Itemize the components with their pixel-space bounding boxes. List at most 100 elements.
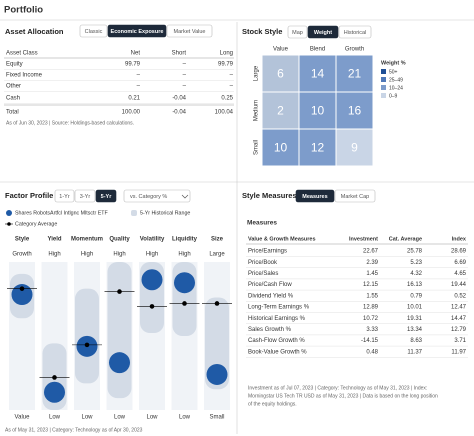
row-label: Medium: [254, 100, 260, 121]
factor-top: High: [113, 252, 125, 258]
column-header: Index: [452, 236, 467, 242]
table-cell: 10.01: [407, 305, 423, 311]
table-cell: Price/Sales: [248, 271, 278, 277]
factor-top: High: [48, 252, 60, 258]
table-cell: 99.79: [218, 62, 234, 68]
table-cell: -0.04: [172, 110, 186, 116]
tab-label[interactable]: Market Value: [174, 29, 206, 35]
tab-label[interactable]: Map: [292, 30, 303, 36]
tab-label[interactable]: 3-Yr: [80, 194, 91, 200]
table-cell: Cash: [6, 96, 20, 102]
legend-label: 50+: [389, 69, 398, 75]
table-cell: 11.37: [407, 349, 422, 355]
table-cell: 0.79: [410, 293, 422, 299]
table-cell: –: [137, 84, 141, 90]
category-dot: [19, 286, 25, 291]
column-header: Net: [131, 51, 141, 57]
column-label: Growth: [345, 47, 364, 53]
tab-label[interactable]: Classic: [85, 29, 103, 35]
fund-dot: [44, 381, 65, 403]
factor-name: Size: [211, 237, 224, 243]
tab-label[interactable]: Market Cap: [341, 194, 369, 200]
table-cell: Price/Book: [248, 260, 278, 266]
note: of the equity holdings.: [248, 401, 297, 407]
tab-label[interactable]: Measures: [302, 194, 327, 200]
tab[interactable]: [74, 189, 96, 203]
fund-dot: [174, 272, 195, 294]
tab[interactable]: [338, 25, 372, 39]
factor-bottom: Low: [81, 415, 93, 421]
table-cell: 1.55: [366, 293, 378, 299]
table-cell: 28.69: [451, 249, 467, 255]
table-cell: -14.15: [361, 338, 379, 344]
factor-bottom: Low: [49, 415, 61, 421]
tab-label[interactable]: 5-Yr: [101, 194, 113, 200]
table-cell: 19.31: [407, 316, 423, 322]
factor-top: Large: [209, 252, 225, 258]
legend-category: [7, 222, 11, 226]
category-dot: [149, 304, 155, 309]
category-dot: [52, 375, 57, 380]
table-cell: -0.04: [172, 96, 186, 102]
fund-dot: [141, 269, 163, 291]
table-cell: 0.21: [128, 96, 140, 102]
table-cell: 1.45: [366, 271, 378, 277]
table-cell: Price/Cash Flow: [248, 282, 292, 288]
style-cell: [335, 91, 374, 130]
section-title: Stock Style: [242, 27, 282, 36]
tab-label[interactable]: Economic Exposure: [111, 29, 164, 35]
note: As of Jun 30, 2023 | Source: Holdings-ba…: [6, 120, 134, 126]
tab[interactable]: [54, 189, 75, 203]
tab[interactable]: [107, 24, 167, 38]
cell-value: 10: [274, 141, 288, 155]
table-cell: Long-Term Earnings %: [248, 305, 310, 311]
table-cell: –: [230, 73, 234, 79]
dropdown-label[interactable]: vs. Category %: [130, 194, 167, 200]
fund-dot: [11, 284, 33, 306]
category-dot: [84, 342, 90, 348]
table-cell: –: [137, 73, 141, 79]
table-cell: 12.47: [451, 305, 467, 311]
style-cell: [335, 128, 374, 167]
table-cell: Fixed Income: [6, 73, 43, 79]
tab[interactable]: [166, 24, 213, 38]
factor-top: High: [146, 252, 158, 258]
table-cell: Other: [6, 84, 21, 90]
table-cell: –: [183, 62, 187, 68]
dropdown[interactable]: [123, 189, 191, 203]
tab[interactable]: [307, 25, 339, 39]
cell-value: 9: [351, 141, 358, 155]
tab[interactable]: [295, 189, 335, 203]
table-cell: 2.39: [366, 260, 378, 266]
factor-name: Momentum: [71, 237, 103, 243]
factor-bottom: Low: [146, 415, 158, 421]
cell-value: 10: [311, 104, 325, 118]
tab[interactable]: [95, 189, 117, 203]
tab[interactable]: [334, 189, 376, 203]
section-title: Style Measures: [242, 191, 297, 200]
tab[interactable]: [79, 24, 108, 38]
table-cell: 3.71: [454, 338, 466, 344]
factor-bottom: Value: [15, 415, 31, 421]
table-cell: 4.32: [410, 271, 422, 277]
style-cell: [298, 91, 337, 130]
tab-label[interactable]: 1-Yr: [59, 194, 70, 200]
legend-label: 5-Yr Historical Range: [140, 210, 190, 216]
row-label: Large: [254, 65, 260, 81]
tab-label[interactable]: Weight: [314, 30, 332, 36]
style-cell: [261, 128, 300, 167]
tab[interactable]: [287, 25, 308, 39]
tab-label[interactable]: Historical: [344, 30, 367, 36]
table-cell: 19.44: [451, 282, 467, 288]
factor-bottom: Low: [179, 415, 191, 421]
column-header: Long: [220, 51, 233, 57]
table-cell: 12.89: [363, 305, 379, 311]
legend-label: Category Average: [15, 221, 57, 227]
legend-label: 10–24: [389, 85, 403, 91]
page-title: Portfolio: [4, 5, 43, 16]
table-cell: 0.25: [221, 96, 233, 102]
table-cell: 4.65: [454, 271, 466, 277]
table-cell: Price/Earnings: [248, 249, 287, 255]
legend-label: Shares RobotsArtfcl Intlgnc Mltsctr ETF: [15, 210, 108, 216]
table-cell: 13.34: [407, 327, 423, 333]
